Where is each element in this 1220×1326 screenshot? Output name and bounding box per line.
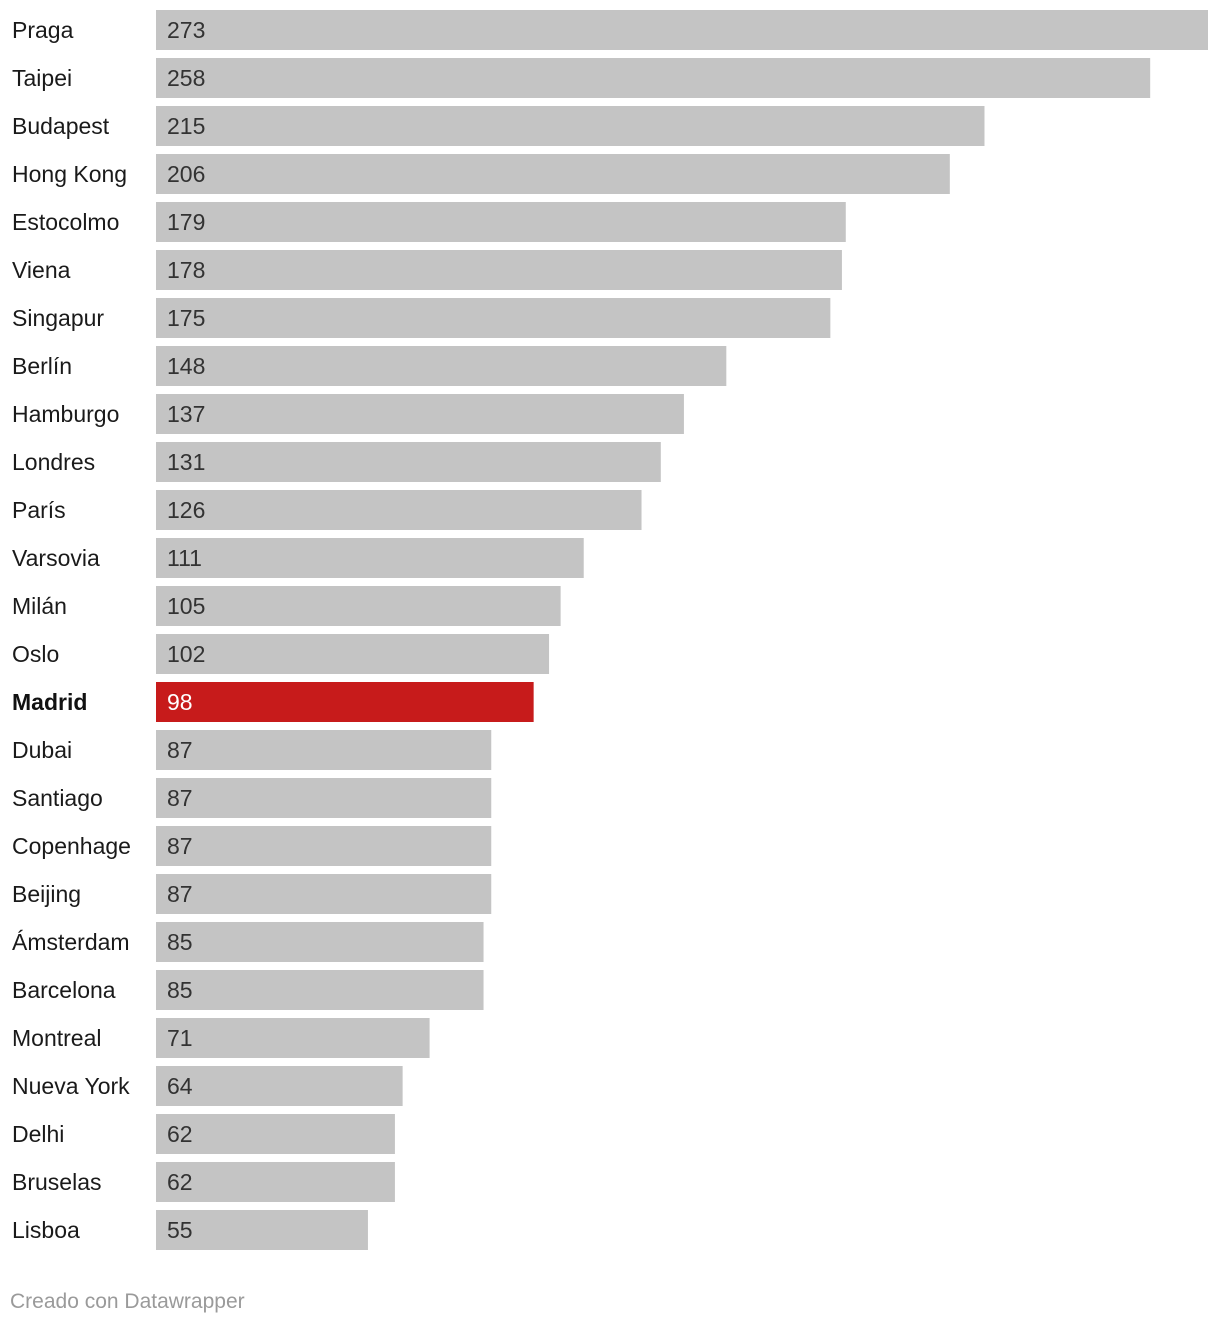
bar-milan[interactable] bbox=[156, 586, 561, 626]
category-label-londres: Londres bbox=[12, 449, 95, 475]
value-label-bruselas: 62 bbox=[167, 1169, 193, 1195]
bar-beijing[interactable] bbox=[156, 874, 492, 914]
value-label-amsterdam: 85 bbox=[167, 929, 193, 955]
bar-lisboa[interactable] bbox=[156, 1210, 368, 1250]
category-label-varsovia: Varsovia bbox=[12, 545, 100, 571]
category-label-barcelona: Barcelona bbox=[12, 977, 116, 1003]
bar-nueva-york[interactable] bbox=[156, 1066, 403, 1106]
value-label-paris: 126 bbox=[167, 497, 205, 523]
category-label-bruselas: Bruselas bbox=[12, 1169, 101, 1195]
category-label-praga: Praga bbox=[12, 17, 74, 43]
bar-amsterdam[interactable] bbox=[156, 922, 484, 962]
value-label-singapur: 175 bbox=[167, 305, 205, 331]
value-label-varsovia: 111 bbox=[167, 545, 202, 571]
value-label-budapest: 215 bbox=[167, 113, 205, 139]
bar-hong-kong[interactable] bbox=[156, 154, 950, 194]
credit-text[interactable]: Creado con Datawrapper bbox=[10, 1290, 245, 1313]
bar-budapest[interactable] bbox=[156, 106, 985, 146]
bar-singapur[interactable] bbox=[156, 298, 831, 338]
category-label-viena: Viena bbox=[12, 257, 71, 283]
category-label-hong-kong: Hong Kong bbox=[12, 161, 127, 187]
value-label-estocolmo: 179 bbox=[167, 209, 205, 235]
bar-oslo[interactable] bbox=[156, 634, 550, 674]
bar-londres[interactable] bbox=[156, 442, 661, 482]
value-label-santiago: 87 bbox=[167, 785, 193, 811]
bar-praga[interactable] bbox=[156, 10, 1208, 50]
category-label-montreal: Montreal bbox=[12, 1025, 101, 1051]
value-label-beijing: 87 bbox=[167, 881, 193, 907]
value-label-hong-kong: 206 bbox=[167, 161, 205, 187]
bar-estocolmo[interactable] bbox=[156, 202, 846, 242]
bar-copenhage[interactable] bbox=[156, 826, 492, 866]
bar-chart: Praga 273 Taipei 258 Budapest 215 Hong Kong 206… bbox=[12, 10, 1208, 1250]
category-label-singapur: Singapur bbox=[12, 305, 104, 331]
value-label-taipei: 258 bbox=[167, 65, 205, 91]
category-label-berlin: Berlín bbox=[12, 353, 72, 379]
value-label-hamburgo: 137 bbox=[167, 401, 205, 427]
bar-taipei[interactable] bbox=[156, 58, 1151, 98]
category-label-hamburgo: Hamburgo bbox=[12, 401, 119, 427]
value-label-madrid: 98 bbox=[167, 689, 193, 715]
bar-berlin[interactable] bbox=[156, 346, 727, 386]
category-label-amsterdam: Ámsterdam bbox=[12, 929, 130, 955]
category-label-copenhage: Copenhage bbox=[12, 833, 131, 859]
bar-barcelona[interactable] bbox=[156, 970, 484, 1010]
bar-viena[interactable] bbox=[156, 250, 842, 290]
bar-varsovia[interactable] bbox=[156, 538, 584, 578]
value-label-barcelona: 85 bbox=[167, 977, 193, 1003]
bar-santiago[interactable] bbox=[156, 778, 492, 818]
bar-dubai[interactable] bbox=[156, 730, 492, 770]
bar-bruselas[interactable] bbox=[156, 1162, 395, 1202]
value-label-milan: 105 bbox=[167, 593, 205, 619]
bar-hamburgo[interactable] bbox=[156, 394, 684, 434]
category-label-beijing: Beijing bbox=[12, 881, 81, 907]
category-label-paris: París bbox=[12, 497, 66, 523]
value-label-montreal: 71 bbox=[167, 1025, 193, 1051]
value-label-berlin: 148 bbox=[167, 353, 205, 379]
value-label-copenhage: 87 bbox=[167, 833, 193, 859]
bar-madrid[interactable] bbox=[156, 682, 534, 722]
value-label-lisboa: 55 bbox=[167, 1217, 193, 1243]
category-label-milan: Milán bbox=[12, 593, 67, 619]
bar-paris[interactable] bbox=[156, 490, 642, 530]
value-label-nueva-york: 64 bbox=[167, 1073, 193, 1099]
bar-delhi[interactable] bbox=[156, 1114, 395, 1154]
category-label-taipei: Taipei bbox=[12, 65, 72, 91]
category-label-santiago: Santiago bbox=[12, 785, 103, 811]
category-label-lisboa: Lisboa bbox=[12, 1217, 80, 1243]
category-label-madrid: Madrid bbox=[12, 689, 87, 715]
category-label-estocolmo: Estocolmo bbox=[12, 209, 119, 235]
value-label-delhi: 62 bbox=[167, 1121, 193, 1147]
category-label-dubai: Dubai bbox=[12, 737, 72, 763]
category-label-budapest: Budapest bbox=[12, 113, 110, 139]
category-label-nueva-york: Nueva York bbox=[12, 1073, 130, 1099]
category-label-delhi: Delhi bbox=[12, 1121, 64, 1147]
category-label-oslo: Oslo bbox=[12, 641, 59, 667]
value-label-londres: 131 bbox=[167, 449, 205, 475]
value-label-oslo: 102 bbox=[167, 641, 205, 667]
value-label-dubai: 87 bbox=[167, 737, 193, 763]
bar-montreal[interactable] bbox=[156, 1018, 430, 1058]
value-label-viena: 178 bbox=[167, 257, 205, 283]
value-label-praga: 273 bbox=[167, 17, 205, 43]
